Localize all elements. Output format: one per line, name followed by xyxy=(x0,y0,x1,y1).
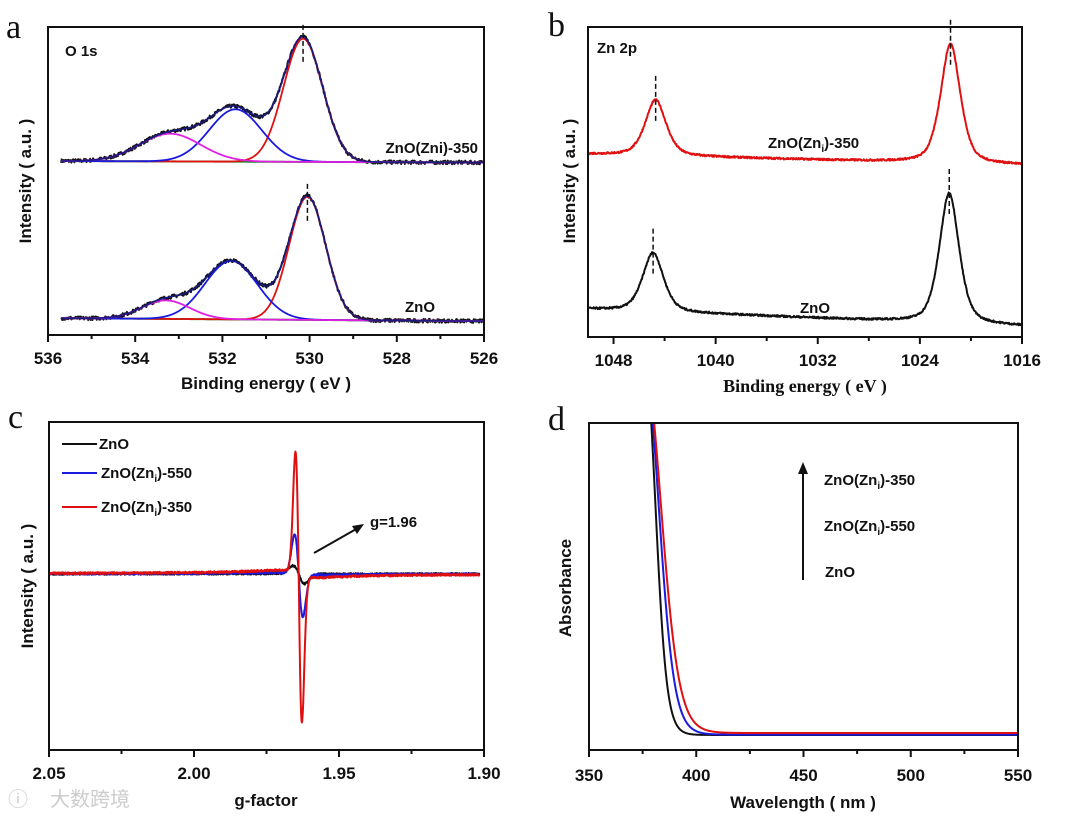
y-axis-title-a: Intensity ( a.u. ) xyxy=(16,119,35,244)
x-tick-label: 2.00 xyxy=(177,764,210,783)
legend-label-znozni-350: ZnO(Zni)-350 xyxy=(101,499,192,519)
plot-a: 536 534 532 530 528 526 xyxy=(34,24,498,368)
watermark-text: 大数跨境 xyxy=(50,787,130,811)
panel-c: c 2.05 2.00 1.95 1.90 ZnO ZnO(Zni)-550 ZnO(… xyxy=(8,399,501,811)
x-tick-label: 526 xyxy=(470,349,498,368)
legend-c: ZnO ZnO(Zni)-550 ZnO(Zni)-350 xyxy=(62,436,192,519)
arrow-head-icon xyxy=(352,524,364,534)
plot-d: 350 400 450 500 550 xyxy=(575,422,1032,785)
spectrum-ZnO(Zni)-350 xyxy=(587,42,1023,166)
y-axis-title-b: Intensity ( a.u. ) xyxy=(560,119,579,244)
curves xyxy=(48,450,481,724)
annotation-arrow xyxy=(313,527,359,554)
watermark: ⓘ xyxy=(8,787,28,811)
panel-b: b 1048 1040 1032 1024 1016 Zn 2p ZnO(Zni)-35… xyxy=(548,7,1041,397)
x-tick-label: 530 xyxy=(295,349,323,368)
fit-envelope xyxy=(61,35,484,164)
curves xyxy=(587,19,1023,327)
panel-a: a 536 534 532 530 528 526 O 1s ZnO(Zni)-350 Z… xyxy=(6,9,498,393)
x-tick-label: 1040 xyxy=(697,351,735,370)
x-tick-label: 350 xyxy=(575,766,603,785)
fit-envelope xyxy=(61,195,485,322)
y-axis-title-c: Intensity ( a.u. ) xyxy=(18,524,37,649)
x-tick-label: 532 xyxy=(208,349,236,368)
legend-label-znozni-550: ZnO(Zni)-550 xyxy=(101,465,192,485)
plot-c: 2.05 2.00 1.95 1.90 xyxy=(32,421,501,783)
panel-a-title: O 1s xyxy=(65,43,98,60)
x-tick-label: 1032 xyxy=(799,351,837,370)
panel-letter-b: b xyxy=(548,7,565,44)
panel-letter-a: a xyxy=(6,9,21,46)
x-tick-label: 528 xyxy=(383,349,411,368)
legend-label-znozni-350: ZnO(Zni)-350 xyxy=(824,472,915,492)
x-tick-label: 550 xyxy=(1004,766,1032,785)
x-tick-label: 1016 xyxy=(1003,351,1041,370)
y-axis-title-d: Absorbance xyxy=(556,539,575,637)
plot-frame xyxy=(47,26,485,336)
x-tick-label: 450 xyxy=(789,766,817,785)
x-tick-label: 534 xyxy=(121,349,150,368)
x-tick-label: 1024 xyxy=(901,351,939,370)
legend-label-zno: ZnO xyxy=(99,436,129,453)
x-axis-title-b: Binding energy ( eV ) xyxy=(723,376,887,397)
x-tick-label: 400 xyxy=(682,766,710,785)
x-tick-label: 2.05 xyxy=(32,764,65,783)
panel-b-title: Zn 2p xyxy=(597,40,637,57)
absorbance-curve-ZnO(Zni)-350 xyxy=(653,423,1018,734)
x-tick-label: 536 xyxy=(34,349,62,368)
x-axis-title-d: Wavelength ( nm ) xyxy=(730,793,876,812)
curves xyxy=(650,423,1018,736)
x-axis-title-a: Binding energy ( eV ) xyxy=(181,374,351,393)
annotation-g-value: g=1.96 xyxy=(370,514,417,531)
series-label-zno: ZnO xyxy=(800,300,830,317)
arrow-up-icon xyxy=(798,462,808,474)
curves xyxy=(60,24,485,324)
series-label-znozni-350: ZnO(Zni)-350 xyxy=(768,135,859,155)
plot-b: 1048 1040 1032 1024 1016 xyxy=(587,19,1041,370)
panel-d: d 350 400 450 500 550 ZnO(Zni)-350 ZnO(Zni)-… xyxy=(548,401,1032,812)
absorbance-curve-ZnO(Zni)-550 xyxy=(651,423,1018,736)
legend-label-znozni-550: ZnO(Zni)-550 xyxy=(824,518,915,538)
panel-letter-c: c xyxy=(8,399,23,436)
x-tick-label: 1.90 xyxy=(467,764,500,783)
x-tick-label: 1.95 xyxy=(322,764,355,783)
plot-frame xyxy=(587,26,1023,338)
panel-letter-d: d xyxy=(548,401,565,438)
x-tick-label: 1048 xyxy=(595,351,633,370)
epr-spectrum-ZnO(Zni)-350 xyxy=(48,450,481,724)
series-label-zno: ZnO xyxy=(405,299,435,316)
series-label-znozni-350: ZnO(Zni)-350 xyxy=(386,140,479,157)
x-axis-title-c: g-factor xyxy=(234,791,298,810)
x-tick-label: 500 xyxy=(897,766,925,785)
legend-label-zno: ZnO xyxy=(825,564,855,581)
